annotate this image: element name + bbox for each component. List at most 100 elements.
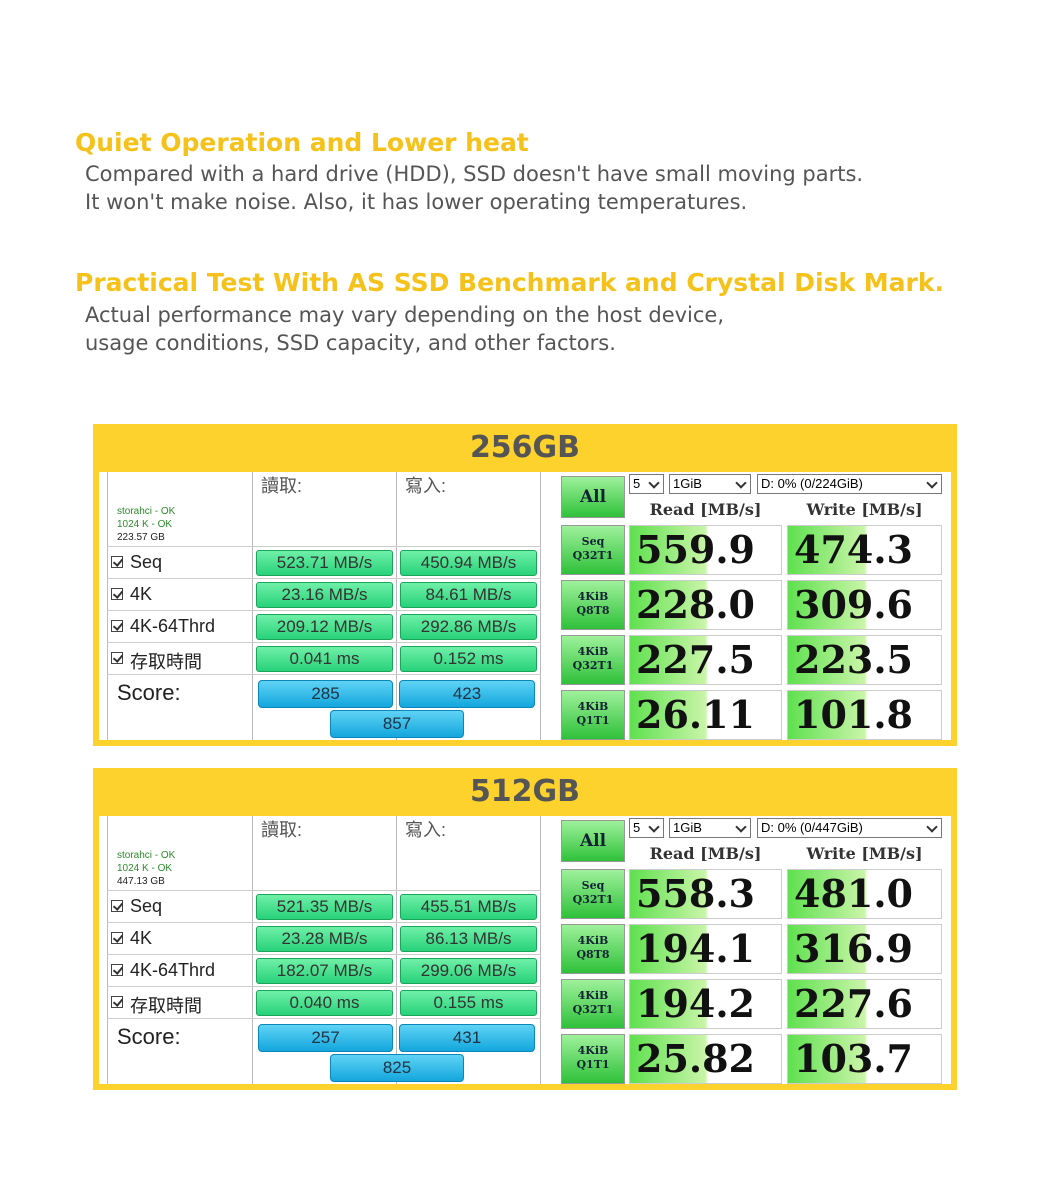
benchmark-panel: 256GB 讀取: 寫入: storahci - OK 1024 K - OK 223.5… bbox=[93, 424, 957, 746]
row-label: 存取時間 bbox=[130, 652, 202, 672]
row-line bbox=[107, 890, 541, 891]
column-header: 寫入: bbox=[405, 476, 447, 496]
checkbox bbox=[111, 996, 123, 1008]
read-value: 194.1 bbox=[629, 924, 782, 974]
column-header: 讀取: bbox=[261, 476, 303, 496]
read-value: 227.5 bbox=[629, 635, 782, 685]
row-line bbox=[107, 610, 541, 611]
checkbox bbox=[111, 964, 123, 976]
score-total: 857 bbox=[330, 710, 464, 738]
benchmark-panel: 512GB 讀取: 寫入: storahci - OK 1024 K - OK 447.1… bbox=[93, 768, 957, 1090]
score-label: Score: bbox=[117, 1024, 181, 1049]
row-line bbox=[107, 986, 541, 987]
read-result: 523.71 MB/s bbox=[256, 550, 393, 576]
checkbox bbox=[111, 588, 123, 600]
row-line bbox=[107, 674, 541, 675]
row-line bbox=[107, 642, 541, 643]
read-value: 558.3 bbox=[629, 869, 782, 919]
drive-select: D: 0% (0/447GiB) bbox=[757, 818, 942, 838]
test-label: 4KiB bbox=[577, 989, 609, 1002]
read-result: 209.12 MB/s bbox=[256, 614, 393, 640]
row-line bbox=[107, 578, 541, 579]
checkbox bbox=[111, 900, 123, 912]
score-read: 257 bbox=[258, 1024, 393, 1052]
checkbox bbox=[111, 620, 123, 632]
test-label: 4KiB bbox=[577, 590, 609, 603]
row-line bbox=[107, 1018, 541, 1019]
divider bbox=[540, 816, 541, 1084]
write-result: 455.51 MB/s bbox=[400, 894, 537, 920]
drive-info: 447.13 GB bbox=[117, 876, 165, 887]
write-value: 481.0 bbox=[787, 869, 942, 919]
score-total: 825 bbox=[330, 1054, 464, 1082]
size-select: 1GiB bbox=[669, 474, 751, 494]
count-select: 5 bbox=[629, 818, 664, 838]
section-text: usage conditions, SSD capacity, and othe… bbox=[85, 331, 616, 355]
test-label: Q8T8 bbox=[576, 948, 610, 961]
score-write: 431 bbox=[399, 1024, 535, 1052]
test-label: Q8T8 bbox=[576, 604, 610, 617]
read-result: 521.35 MB/s bbox=[256, 894, 393, 920]
write-value: 103.7 bbox=[787, 1034, 942, 1084]
capacity-title: 512GB bbox=[469, 774, 581, 809]
write-header: Write [MB/s] bbox=[806, 844, 923, 863]
divider bbox=[252, 816, 253, 1084]
test-label: Seq bbox=[581, 879, 605, 892]
section-text: It won't make noise. Also, it has lower … bbox=[85, 190, 748, 214]
write-result: 0.155 ms bbox=[400, 990, 537, 1016]
read-value: 559.9 bbox=[629, 525, 782, 575]
write-result: 450.94 MB/s bbox=[400, 550, 537, 576]
row-line bbox=[107, 546, 541, 547]
divider bbox=[540, 472, 541, 740]
size-select: 1GiB bbox=[669, 818, 751, 838]
write-value: 316.9 bbox=[787, 924, 942, 974]
test-label: Q32T1 bbox=[572, 893, 614, 906]
read-value: 194.2 bbox=[629, 979, 782, 1029]
column-header: 讀取: bbox=[261, 820, 303, 840]
row-label: 4K-64Thrd bbox=[130, 616, 216, 636]
write-value: 474.3 bbox=[787, 525, 942, 575]
test-button: 4KiB Q8T8 bbox=[561, 924, 625, 974]
row-label: 4K bbox=[130, 584, 153, 604]
test-label: Q32T1 bbox=[572, 659, 614, 672]
write-value: 101.8 bbox=[787, 690, 942, 740]
row-label: 4K-64Thrd bbox=[130, 960, 216, 980]
drive-info: storahci - OK bbox=[117, 850, 176, 861]
capacity-title: 256GB bbox=[469, 430, 581, 465]
read-result: 23.16 MB/s bbox=[256, 582, 393, 608]
read-result: 0.041 ms bbox=[256, 646, 393, 672]
drive-info: storahci - OK bbox=[117, 506, 176, 517]
test-label: Q1T1 bbox=[576, 1058, 610, 1071]
test-label: 4KiB bbox=[577, 1044, 609, 1057]
row-label: 存取時間 bbox=[130, 996, 202, 1016]
write-header: Write [MB/s] bbox=[806, 500, 923, 519]
read-result: 182.07 MB/s bbox=[256, 958, 393, 984]
write-result: 299.06 MB/s bbox=[400, 958, 537, 984]
drive-select: D: 0% (0/224GiB) bbox=[757, 474, 942, 494]
read-result: 0.040 ms bbox=[256, 990, 393, 1016]
write-result: 86.13 MB/s bbox=[400, 926, 537, 952]
test-button: Seq Q32T1 bbox=[561, 525, 625, 575]
screenshot: 讀取: 寫入: storahci - OK 1024 K - OK 447.13 GB S… bbox=[99, 816, 951, 1084]
test-label: 4KiB bbox=[577, 645, 609, 658]
write-result: 292.86 MB/s bbox=[400, 614, 537, 640]
checkbox bbox=[111, 556, 123, 568]
drive-info: 1024 K - OK bbox=[117, 519, 173, 530]
row-label: Seq bbox=[130, 896, 163, 916]
score-label: Score: bbox=[117, 680, 181, 705]
read-header: Read [MB/s] bbox=[649, 844, 762, 863]
test-button: 4KiB Q8T8 bbox=[561, 580, 625, 630]
section-title: Practical Test With AS SSD Benchmark and… bbox=[75, 268, 944, 297]
read-value: 26.11 bbox=[629, 690, 782, 740]
read-value: 25.82 bbox=[629, 1034, 782, 1084]
read-value: 228.0 bbox=[629, 580, 782, 630]
test-label: Q32T1 bbox=[572, 1003, 614, 1016]
divider bbox=[396, 472, 397, 740]
divider bbox=[396, 816, 397, 1084]
screenshot: 讀取: 寫入: storahci - OK 1024 K - OK 223.57 GB S… bbox=[99, 472, 951, 740]
drive-info: 223.57 GB bbox=[117, 532, 165, 543]
test-label: 4KiB bbox=[577, 700, 609, 713]
checkbox bbox=[111, 932, 123, 944]
row-label: 4K bbox=[130, 928, 153, 948]
test-label: Seq bbox=[581, 535, 605, 548]
